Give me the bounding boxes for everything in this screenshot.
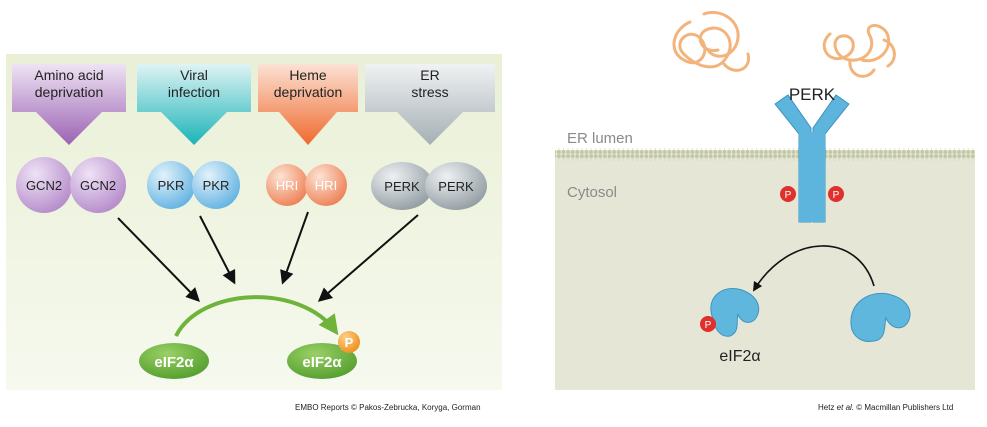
stress-label-line2: stress: [411, 84, 448, 100]
er-lumen-label: ER lumen: [567, 130, 633, 147]
kinase-sphere: [70, 157, 126, 213]
right-credit-pre: Hetz: [818, 403, 837, 412]
phosphate-label: P: [705, 320, 712, 331]
stress-column-er: ER stress PERK PERK: [365, 64, 495, 210]
stress-label-line2: infection: [168, 84, 220, 100]
eif2a-label: eIF2α: [154, 354, 194, 371]
kinase-dimer-pkr: PKR PKR: [147, 161, 240, 209]
phosphate-badge: P: [780, 186, 796, 202]
conversion-arrow: [174, 295, 339, 337]
kinase-sphere: [16, 157, 72, 213]
stress-column-viral: Viral infection PKR PKR: [137, 64, 251, 209]
kinase-label: HRI: [276, 178, 298, 193]
stress-arrow-heme: [258, 64, 358, 145]
right-panel: ER lumen Cytosol PERK P P: [555, 11, 975, 390]
phosphorylation-arrow: [199, 215, 236, 285]
kinase-sphere: [425, 162, 487, 210]
phosphate-badge: P: [828, 186, 844, 202]
stress-arrow-amino-acid: [12, 64, 126, 145]
kinase-label: GCN2: [26, 178, 62, 193]
kinase-label: PERK: [438, 179, 474, 194]
stress-arrow-er: [365, 64, 495, 145]
phosphate-label: P: [785, 190, 792, 201]
phosphorylation-arrow: [117, 217, 200, 303]
eif2a-shape: [710, 288, 760, 337]
kinase-dimer-perk: PERK PERK: [371, 162, 487, 210]
kinase-dimer-gcn2: GCN2 GCN2: [16, 157, 126, 213]
stress-label-line1: Amino acid: [34, 67, 103, 83]
kinase-label: GCN2: [80, 178, 116, 193]
stress-column-amino-acid: Amino acid deprivation GCN2 GCN2: [12, 64, 126, 213]
er-membrane: [555, 148, 975, 161]
stress-label-line1: Heme: [289, 67, 327, 83]
eif2a-phosphorylated: eIF2α P: [287, 331, 360, 379]
kinase-label: PKR: [158, 178, 185, 193]
eif2a-phosphorylated: P: [700, 288, 760, 337]
kinase-label: HRI: [315, 178, 337, 193]
kinase-sphere: [192, 161, 240, 209]
left-panel: Amino acid deprivation GCN2 GCN2 Viral i…: [6, 54, 502, 390]
phosphorylation-arrow: [752, 245, 875, 292]
eif2a-shape: [850, 292, 911, 343]
kinase-label: PKR: [203, 178, 230, 193]
kinase-dimer-hri: HRI HRI: [266, 164, 347, 206]
phosphorylation-arrow: [317, 214, 419, 302]
phosphate-badge: [338, 331, 360, 353]
eif2a-oval: [287, 343, 357, 379]
cytosol-label: Cytosol: [567, 184, 617, 201]
eif2a-oval: [139, 343, 209, 379]
phosphate-label: P: [345, 335, 354, 350]
eif2a-label: eIF2α: [302, 354, 342, 371]
cytosol-background: [555, 150, 975, 390]
right-credit: Hetz et al. © Macmillan Publishers Ltd: [818, 403, 953, 412]
stress-label-line1: Viral: [180, 67, 208, 83]
unfolded-protein-icon: [672, 11, 751, 72]
kinase-sphere: [305, 164, 347, 206]
stress-label-line1: ER: [420, 67, 439, 83]
phosphate-label: P: [833, 190, 840, 201]
perk-receptor: [774, 94, 850, 223]
eif2a-label: eIF2α: [719, 348, 760, 365]
left-credit: EMBO Reports © Pakos-Zebrucka, Koryga, G…: [295, 403, 481, 412]
kinase-sphere: [147, 161, 195, 209]
eif2a-unphosphorylated: [850, 292, 911, 343]
kinase-sphere: [371, 162, 433, 210]
stress-column-heme: Heme deprivation HRI HRI: [258, 64, 358, 206]
kinase-sphere: [266, 164, 308, 206]
right-credit-em: et al.: [836, 403, 855, 412]
kinase-label: PERK: [384, 179, 420, 194]
stress-label-line2: deprivation: [35, 84, 104, 100]
phosphorylation-arrow: [280, 211, 309, 285]
stress-arrow-viral: [137, 64, 251, 145]
perk-label: PERK: [789, 85, 836, 104]
right-credit-post: © Macmillan Publishers Ltd: [854, 403, 954, 412]
perk-stem: [799, 132, 825, 222]
unfolded-protein-icon: [822, 24, 896, 78]
phosphate-badge: [700, 316, 716, 332]
stress-label-line2: deprivation: [274, 84, 343, 100]
eif2a-unphosphorylated: eIF2α: [139, 343, 209, 379]
